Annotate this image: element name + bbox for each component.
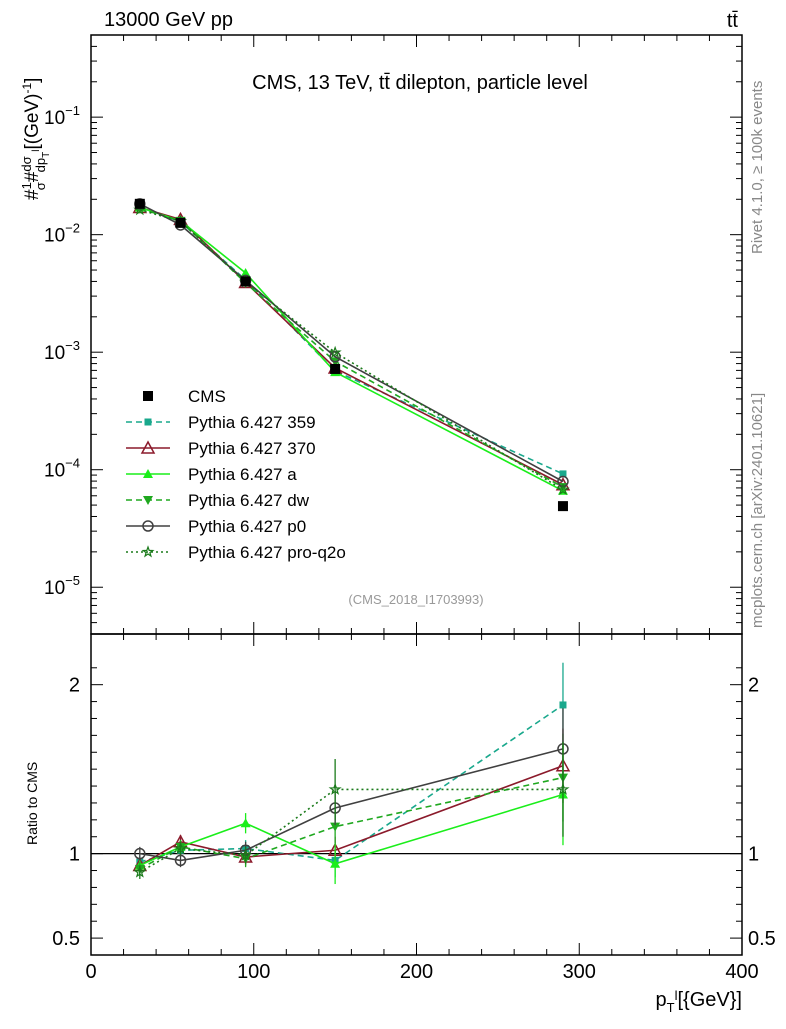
y-tick-label: 10−5 [44, 573, 80, 599]
legend-marker-cms [143, 391, 153, 401]
energy-label: 13000 GeV pp [104, 9, 233, 31]
ratio-point-pythia-6-427-p0 [174, 854, 187, 867]
x-ticks: 0 100 200 300 400 [85, 35, 759, 983]
x-tick-label: 400 [725, 961, 758, 983]
legend-marker-pythia-6-427-a [143, 469, 153, 478]
legend-label-pythia-6-427-359: Pythia 6.427 359 [188, 413, 316, 432]
ratio-tick-label: 2 [69, 675, 80, 697]
process-label: tt̄ [727, 10, 739, 32]
rivet-version-label: Rivet 4.1.0, ≥ 100k events [749, 81, 766, 254]
data-point-cms [134, 198, 145, 209]
ratio-point-pythia-6-427-p0 [134, 847, 146, 860]
ratio-tick-label-right: 0.5 [748, 928, 776, 950]
y-tick-label: 10−4 [44, 456, 80, 482]
legend-marker-pythia-6-427-359 [144, 418, 152, 426]
ratio-tick-label-right: 2 [748, 675, 759, 697]
legend-label-pythia-6-427-pro-q2o: Pythia 6.427 pro-q2o [188, 543, 346, 562]
x-tick-label: 100 [237, 961, 270, 983]
legend: CMS Pythia 6.427 359 Pythia 6.427 370 Pythi… [126, 387, 346, 562]
series-point-pythia-6-427-359 [559, 470, 567, 478]
ratio-plot-frame [90, 633, 743, 956]
svg-text:#1σ#dσdpTl[(GeV)-1]: #1σ#dσdpTl[(GeV)-1] [19, 78, 52, 200]
ratio-line-pythia-6-427-370 [139, 765, 564, 867]
series-point-pythia-6-427-p0 [557, 475, 569, 488]
ratio-series [132, 662, 571, 885]
ratio-line-pythia-6-427-dw [139, 776, 564, 870]
mcplots-label: mcplots.cern.ch [arXiv:2401.10621] [749, 393, 766, 628]
x-tick-label: 0 [85, 961, 96, 983]
series-point-pythia-6-427-a [240, 267, 251, 277]
data-point-cms [175, 217, 186, 228]
data-point-cms [557, 501, 568, 512]
y-tick-label: 10−3 [44, 338, 80, 364]
ratio-tick-label: 0.5 [52, 928, 80, 950]
analysis-tag: (CMS_2018_I1703993) [348, 592, 483, 607]
x-tick-label: 200 [400, 961, 433, 983]
ratio-line-pythia-6-427-pro-q2o [139, 788, 563, 873]
series-point-pythia-6-427-p0 [329, 351, 341, 363]
legend-label-pythia-6-427-dw: Pythia 6.427 dw [188, 491, 310, 510]
ratio-point-pythia-6-427-359 [559, 701, 567, 709]
ratio-point-pythia-6-427-dw [330, 822, 341, 832]
ratio-ticks: 0.5 0.5 1 1 2 2 [52, 667, 776, 950]
legend-marker-pythia-6-427-dw [143, 496, 153, 505]
ratio-tick-label-right: 1 [748, 844, 759, 866]
ratio-line-pythia-6-427-a [139, 793, 564, 867]
ratio-point-pythia-6-427-a [240, 818, 251, 828]
y-tick-label: 10−2 [44, 221, 80, 247]
data-point-cms [240, 276, 251, 287]
main-y-axis-label: #1σ#dσdpTl[(GeV)-1] [19, 78, 52, 200]
legend-label-pythia-6-427-370: Pythia 6.427 370 [188, 439, 316, 458]
legend-marker-pythia-6-427-370 [140, 440, 156, 454]
ratio-tick-label: 1 [69, 844, 80, 866]
ratio-y-axis-label: Ratio to CMS [24, 762, 40, 845]
legend-label-pythia-6-427-p0: Pythia 6.427 p0 [188, 517, 306, 536]
x-axis-label: pTl[{GeV}] [656, 988, 742, 1015]
ratio-point-pythia-6-427-a [330, 858, 341, 868]
legend-marker-pythia-6-427-p0 [142, 520, 154, 532]
series-line-pythia-6-427-359 [139, 205, 564, 475]
main-series [132, 198, 571, 512]
legend-label-cms: CMS [188, 387, 226, 406]
data-point-cms [330, 363, 341, 374]
x-tick-label: 300 [563, 961, 596, 983]
legend-label-pythia-6-427-a: Pythia 6.427 a [188, 465, 297, 484]
y-tick-label: 10−1 [44, 103, 80, 129]
main-ticks: 10−1 10−2 10−3 10−4 10−5 [44, 34, 742, 635]
plot-title: CMS, 13 TeV, tt̄ dilepton, particle leve… [252, 72, 588, 94]
